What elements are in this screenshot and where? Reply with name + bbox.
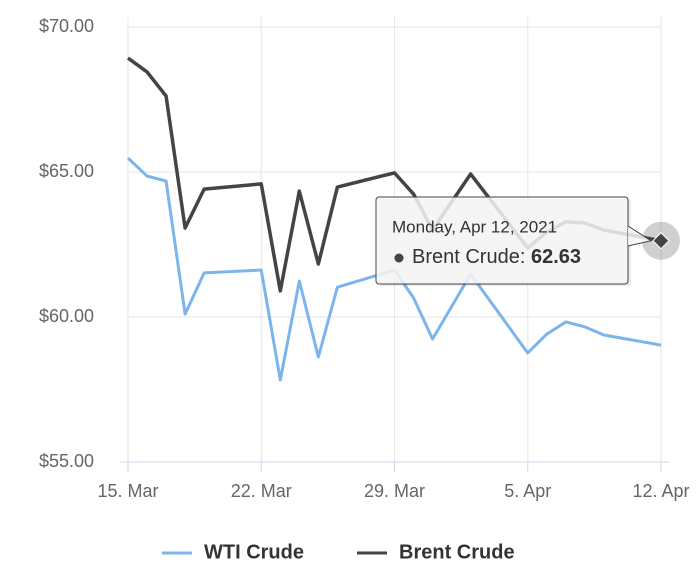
hover-marker	[652, 232, 670, 250]
y-tick-label: $65.00	[39, 161, 94, 181]
x-tick-label: 5. Apr	[504, 481, 551, 501]
tooltip: Monday, Apr 12, 2021 Brent Crude: 62.63	[375, 196, 653, 286]
tooltip-box	[375, 196, 629, 285]
tooltip-date: Monday, Apr 12, 2021	[392, 217, 557, 236]
x-tick-label: 22. Mar	[231, 481, 292, 501]
y-tick-label: $70.00	[39, 16, 94, 36]
tooltip-line: Brent Crude: 62.63	[412, 246, 581, 268]
tooltip-label: Brent Crude:	[412, 246, 525, 268]
y-tick-label: $60.00	[39, 306, 94, 326]
series-line	[126, 156, 662, 382]
y-tick-label: $55.00	[39, 451, 94, 471]
tooltip-dot	[394, 253, 404, 263]
tooltip-pointer	[627, 225, 653, 247]
x-tick-label: 29. Mar	[364, 481, 425, 501]
legend-label[interactable]: WTI Crude	[204, 541, 304, 563]
legend-label[interactable]: Brent Crude	[399, 541, 515, 563]
tooltip-value: 62.63	[531, 246, 581, 268]
x-tick-label: 12. Apr	[632, 481, 689, 501]
x-tick-label: 15. Mar	[97, 481, 158, 501]
